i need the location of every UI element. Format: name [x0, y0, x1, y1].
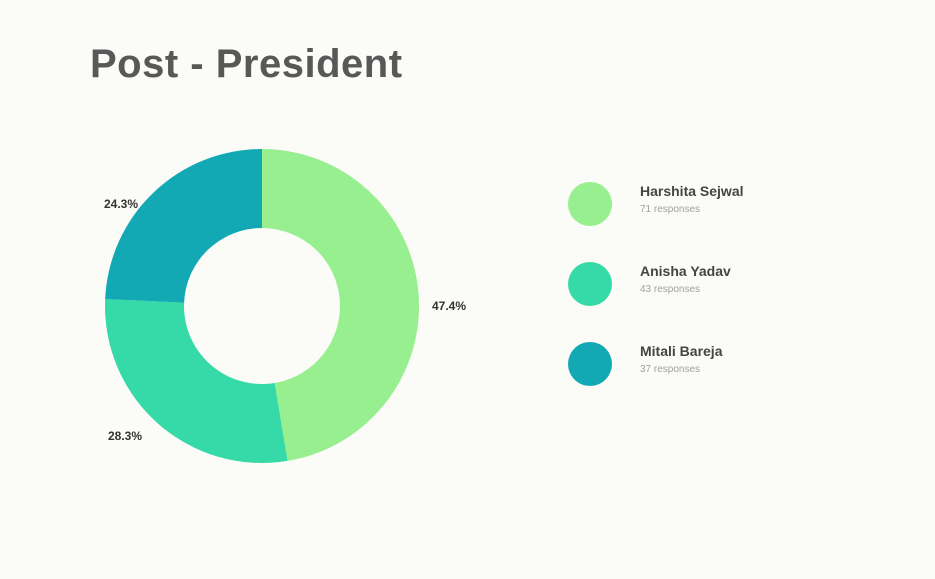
legend-item: Harshita Sejwal 71 responses [568, 174, 868, 254]
legend-label: Mitali Bareja [640, 343, 723, 359]
legend-response-count: 37 responses [640, 364, 701, 375]
slice-value-label: 28.3% [108, 429, 142, 443]
donut-slice-anisha-yadav [104, 299, 288, 463]
donut-slice-mitali-bareja [105, 149, 263, 303]
donut-slice-harshita-sejwal [262, 149, 420, 461]
legend-response-count: 43 responses [640, 284, 701, 295]
legend-response-count: 71 responses [640, 204, 701, 215]
legend-item: Anisha Yadav 43 responses [568, 254, 868, 334]
legend-swatch [568, 182, 612, 226]
legend-item: Mitali Bareja 37 responses [568, 334, 868, 414]
chart-title: Post - President [90, 42, 403, 86]
slice-value-label: 24.3% [104, 197, 138, 211]
legend-label: Harshita Sejwal [640, 183, 744, 199]
legend-swatch [568, 342, 612, 386]
legend-label: Anisha Yadav [640, 263, 731, 279]
chart-legend: Harshita Sejwal 71 responses Anisha Yadav 4… [568, 174, 868, 414]
slice-value-label: 47.4% [432, 299, 466, 313]
legend-swatch [568, 262, 612, 306]
